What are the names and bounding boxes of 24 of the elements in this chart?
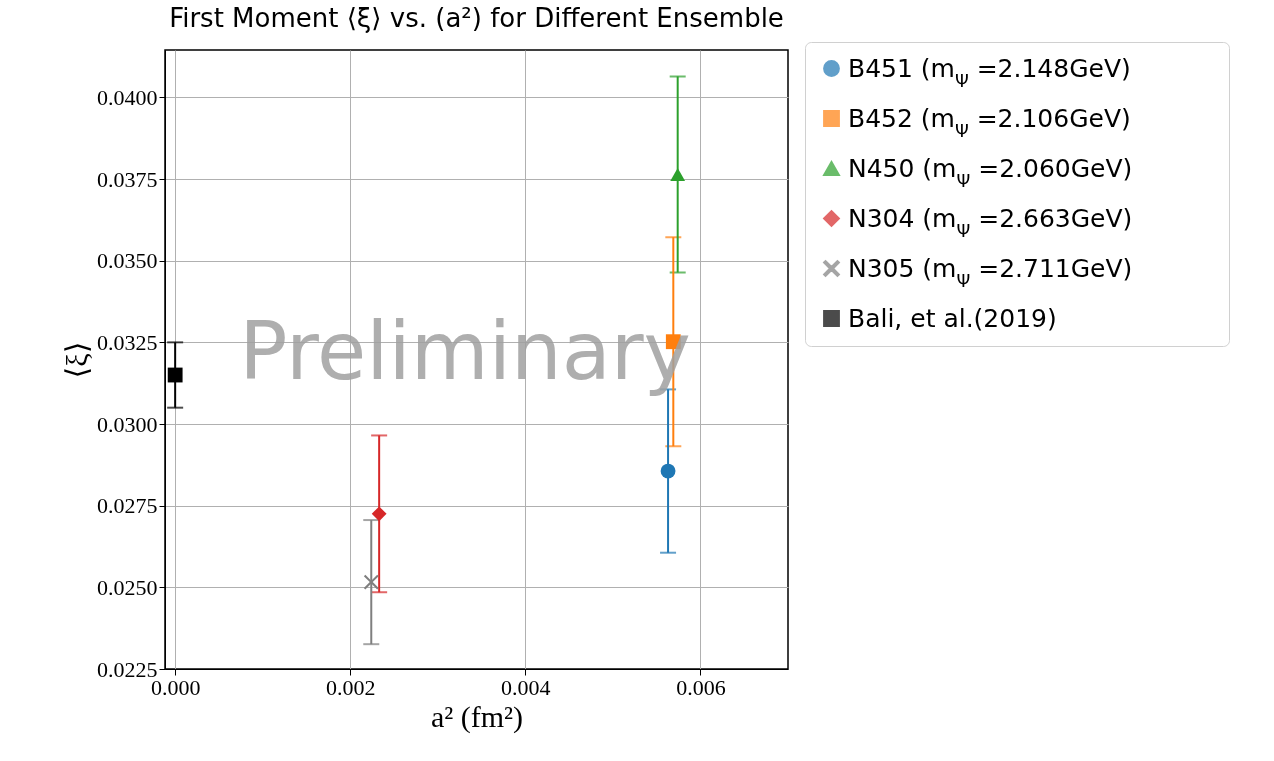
y-axis-title: ⟨ξ⟩ <box>60 341 93 379</box>
y-tick-label: 0.0350 <box>97 248 158 274</box>
y-tick-label: 0.0275 <box>97 493 158 519</box>
x-axis-title: a² (fm²) <box>430 699 524 734</box>
x-tick-label: 0.002 <box>326 674 376 700</box>
legend-label: N304 (m$_{Ψ}$ =2.663GeV) <box>848 203 1133 241</box>
point <box>167 367 183 383</box>
point <box>363 574 379 590</box>
chart-title: First Moment ⟨ξ⟩ vs. (a²) for Different Ensemble <box>169 2 784 33</box>
legend-label: N450 (m$_{Ψ}$ =2.060GeV) <box>848 153 1133 191</box>
y-tick-label: 0.0325 <box>97 329 158 355</box>
legend-label: N305 (m$_{Ψ}$ =2.711GeV) <box>848 253 1133 291</box>
point <box>670 168 686 181</box>
point <box>371 506 387 522</box>
legend-label: B452 (m$_{Ψ}$ =2.106GeV) <box>848 103 1131 141</box>
point <box>660 463 676 479</box>
legend-label: Bali, et al.(2019) <box>848 303 1057 333</box>
x-tick-label: 0.004 <box>501 674 551 700</box>
y-tick-label: 0.0300 <box>97 411 158 437</box>
x-tick-label: 0.006 <box>676 674 726 700</box>
y-tick-label: 0.0375 <box>97 166 158 192</box>
y-tick-label: 0.0400 <box>97 84 158 110</box>
y-tick-label: 0.0250 <box>97 574 158 600</box>
legend-label: B451 (m$_{Ψ}$ =2.148GeV) <box>848 53 1131 91</box>
